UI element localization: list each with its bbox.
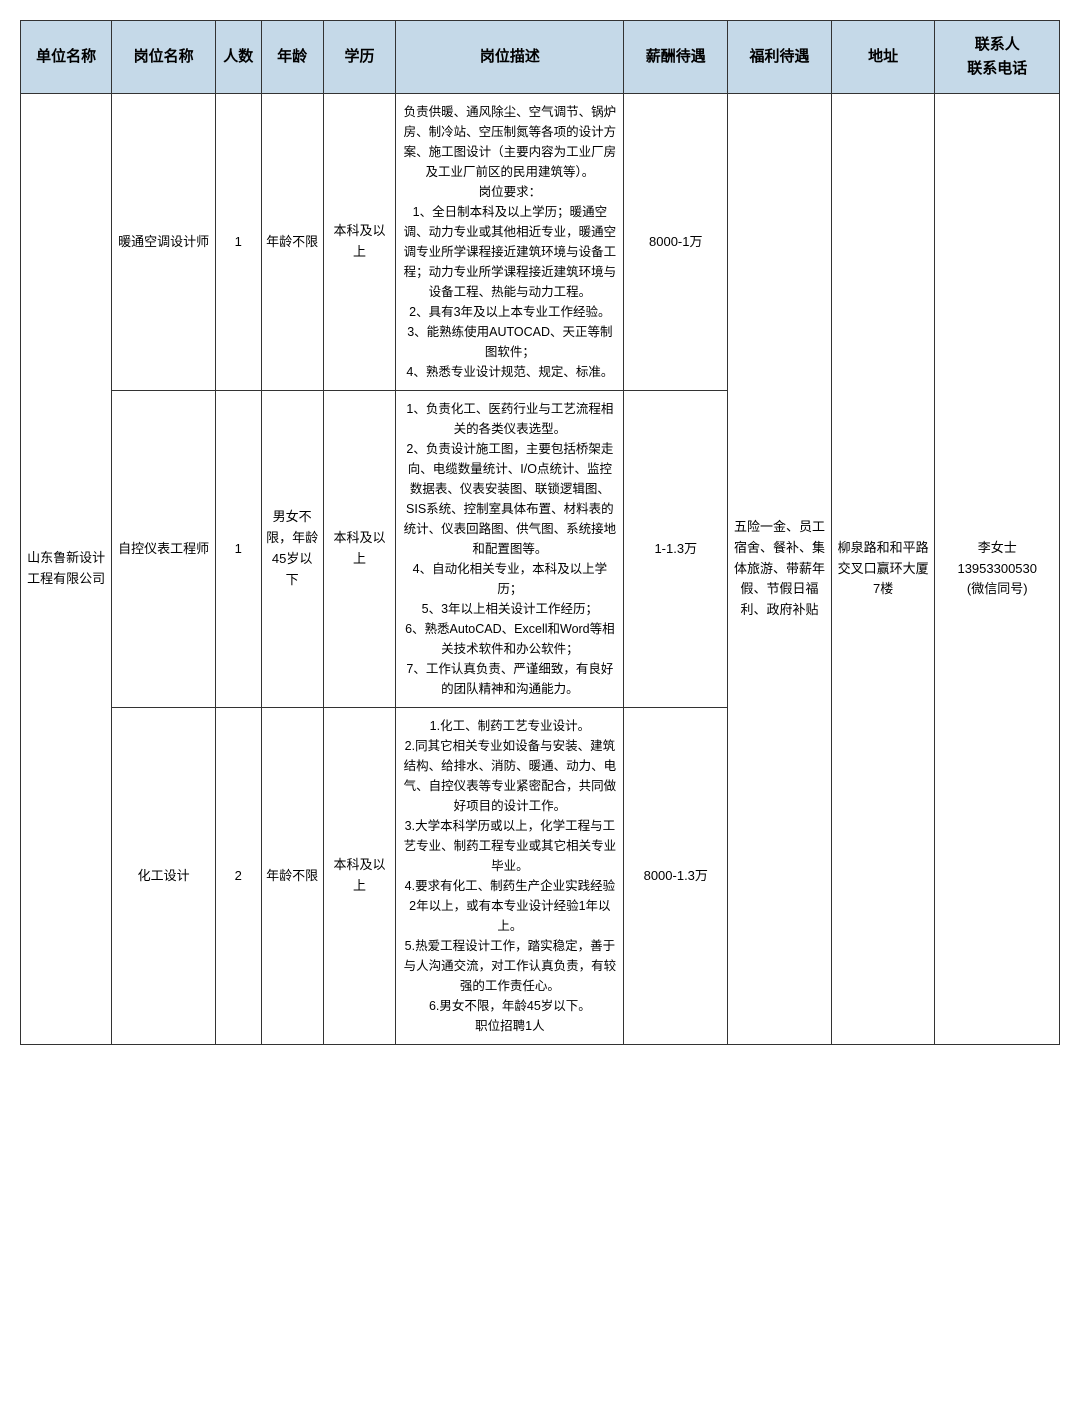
cell-contact: 李女士13953300530(微信同号) <box>935 94 1060 1045</box>
cell-address: 柳泉路和和平路交叉口赢环大厦7楼 <box>831 94 935 1045</box>
header-age: 年龄 <box>261 21 323 94</box>
cell-age: 年龄不限 <box>261 708 323 1045</box>
cell-education: 本科及以上 <box>323 391 396 708</box>
header-address: 地址 <box>831 21 935 94</box>
cell-count: 1 <box>215 94 261 391</box>
header-count: 人数 <box>215 21 261 94</box>
cell-age: 男女不限，年龄45岁以下 <box>261 391 323 708</box>
cell-position-name: 暖通空调设计师 <box>112 94 216 391</box>
header-position: 岗位名称 <box>112 21 216 94</box>
cell-company: 山东鲁新设计工程有限公司 <box>21 94 112 1045</box>
header-education: 学历 <box>323 21 396 94</box>
cell-education: 本科及以上 <box>323 708 396 1045</box>
table-header-row: 单位名称 岗位名称 人数 年龄 学历 岗位描述 薪酬待遇 福利待遇 地址 联系人… <box>21 21 1060 94</box>
cell-description: 负责供暖、通风除尘、空气调节、锅炉房、制冷站、空压制氮等各项的设计方案、施工图设… <box>396 94 624 391</box>
table-row: 山东鲁新设计工程有限公司 暖通空调设计师 1 年龄不限 本科及以上 负责供暖、通… <box>21 94 1060 391</box>
cell-salary: 1-1.3万 <box>624 391 728 708</box>
header-benefits: 福利待遇 <box>728 21 832 94</box>
header-salary: 薪酬待遇 <box>624 21 728 94</box>
job-listing-table: 单位名称 岗位名称 人数 年龄 学历 岗位描述 薪酬待遇 福利待遇 地址 联系人… <box>20 20 1060 1045</box>
header-description: 岗位描述 <box>396 21 624 94</box>
cell-benefits: 五险一金、员工宿舍、餐补、集体旅游、带薪年假、节假日福利、政府补贴 <box>728 94 832 1045</box>
cell-count: 2 <box>215 708 261 1045</box>
cell-position-name: 自控仪表工程师 <box>112 391 216 708</box>
cell-description: 1、负责化工、医药行业与工艺流程相关的各类仪表选型。2、负责设计施工图，主要包括… <box>396 391 624 708</box>
cell-education: 本科及以上 <box>323 94 396 391</box>
cell-count: 1 <box>215 391 261 708</box>
cell-position-name: 化工设计 <box>112 708 216 1045</box>
cell-salary: 8000-1.3万 <box>624 708 728 1045</box>
header-contact: 联系人联系电话 <box>935 21 1060 94</box>
cell-salary: 8000-1万 <box>624 94 728 391</box>
cell-description: 1.化工、制药工艺专业设计。2.同其它相关专业如设备与安装、建筑结构、给排水、消… <box>396 708 624 1045</box>
cell-age: 年龄不限 <box>261 94 323 391</box>
header-company: 单位名称 <box>21 21 112 94</box>
